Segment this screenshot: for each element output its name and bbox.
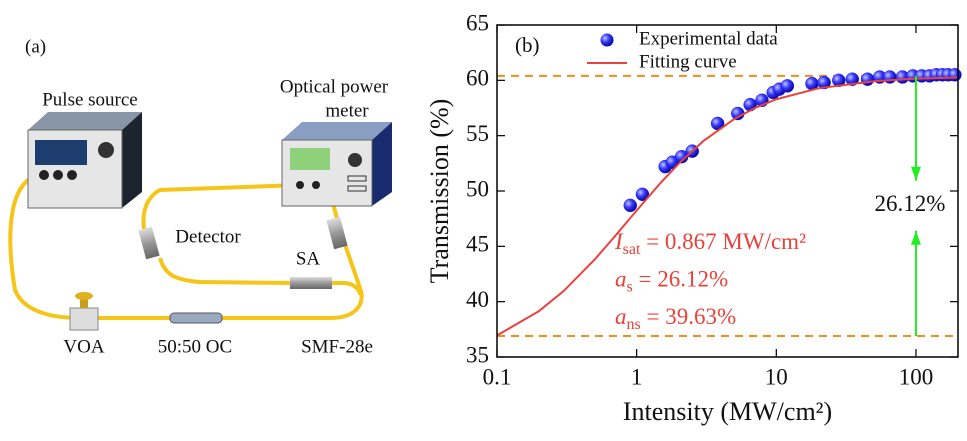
label: 50:50 OC [158, 336, 232, 357]
data-point [623, 198, 638, 213]
annotation: ans = 39.63% [615, 304, 736, 332]
label: Optical power [280, 76, 389, 97]
device [28, 112, 142, 130]
y-tick-label: 35 [466, 342, 489, 367]
device [282, 122, 392, 140]
arrow-head [910, 166, 921, 181]
setup-diagram: (a) Pulse source Optical power meter Det… [8, 36, 392, 357]
panel-label: (a) [25, 36, 46, 57]
sa [290, 277, 332, 289]
data-point [743, 97, 757, 112]
data-point [860, 72, 875, 86]
legend-marker [600, 33, 614, 47]
data-point [780, 79, 795, 93]
y-tick-label: 40 [466, 287, 489, 312]
data-point [817, 75, 831, 90]
data-point [635, 187, 650, 202]
annotation-symbol: a [615, 304, 627, 329]
x-tick-label: 10 [765, 364, 788, 389]
knob [98, 142, 114, 158]
annotation-sub: ns [627, 316, 641, 333]
annotation-text: = 39.63% [641, 304, 736, 329]
panel-label: (b) [515, 33, 540, 57]
annotation-symbol: I [614, 229, 624, 254]
x-tick-label: 1 [631, 364, 643, 389]
voa [69, 307, 99, 331]
y-tick-label: 65 [466, 10, 489, 35]
fit-line [496, 76, 959, 337]
screen [35, 140, 87, 165]
data-point [832, 73, 846, 88]
legend-label: Experimental data [639, 28, 778, 49]
device [122, 112, 142, 208]
legend-label: Fitting curve [639, 51, 737, 72]
coupler [169, 312, 223, 324]
y-tick-label: 45 [466, 232, 489, 257]
arrow-label: 26.12% [874, 191, 945, 216]
annotation-text: = 0.867 MW/cm² [640, 229, 806, 254]
arrow-head [910, 230, 921, 245]
x-tick-label: 100 [899, 364, 934, 389]
label: Pulse source [42, 89, 138, 110]
y-axis-label: Transmission (%) [425, 99, 454, 284]
label: meter [325, 100, 369, 121]
annotation-sub: s [627, 278, 633, 295]
y-tick-label: 60 [466, 66, 489, 91]
annotation-text: = 26.12% [633, 267, 728, 292]
annotation: as = 26.12% [615, 267, 728, 295]
annotation: Isat = 0.867 MW/cm² [614, 229, 806, 257]
y-tick-label: 55 [466, 121, 489, 146]
x-axis-label: Intensity (MW/cm²) [623, 397, 832, 426]
data-point [845, 72, 860, 86]
detector [138, 226, 160, 260]
label: SA [296, 248, 321, 269]
screen [290, 148, 330, 170]
connector [326, 216, 348, 250]
plot-frame [496, 24, 959, 358]
annotation-symbol: a [615, 267, 627, 292]
x-tick-label: 0.1 [483, 364, 512, 389]
data-point [948, 68, 962, 82]
y-tick-label: 50 [466, 176, 489, 201]
annotation-sub: sat [623, 241, 641, 258]
label: Detector [175, 226, 241, 247]
data-point [674, 149, 689, 164]
device [372, 122, 392, 206]
label: SMF-28e [301, 336, 373, 357]
label: VOA [63, 336, 104, 357]
data-point [883, 70, 897, 84]
